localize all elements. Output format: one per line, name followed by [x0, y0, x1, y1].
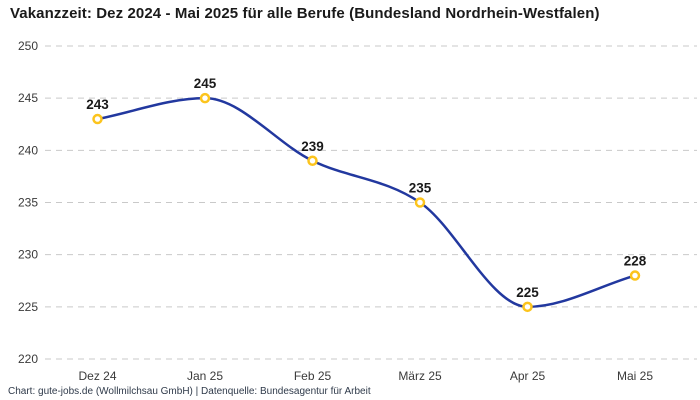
y-axis-tick-label: 240: [18, 143, 38, 157]
chart-source-credit: Chart: gute-jobs.de (Wollmilchsau GmbH) …: [8, 386, 371, 397]
series-line: [96, 96, 637, 309]
data-point-value-label: 245: [194, 76, 217, 91]
x-axis-tick-label: Jan 25: [187, 369, 223, 383]
data-point-value-label: 225: [516, 285, 539, 300]
y-axis-tick-label: 220: [18, 352, 38, 366]
data-point-marker[interactable]: [414, 197, 426, 208]
data-point-value-label: 235: [409, 181, 432, 196]
x-axis-tick-label: Mai 25: [617, 369, 653, 383]
data-point-marker[interactable]: [522, 301, 533, 313]
x-axis-tick-label: Apr 25: [510, 369, 546, 383]
data-point-marker[interactable]: [629, 270, 641, 281]
data-point-value-label: 228: [624, 254, 647, 269]
x-axis-tick-label: Dez 24: [78, 369, 116, 383]
data-point-value-label: 243: [86, 97, 109, 112]
data-point-value-label: 239: [301, 139, 324, 154]
data-point-marker[interactable]: [307, 155, 318, 167]
y-axis-tick-label: 230: [18, 248, 38, 262]
y-axis-tick-label: 250: [18, 39, 38, 53]
y-axis-tick-label: 235: [18, 196, 38, 210]
x-axis-tick-label: Feb 25: [294, 369, 332, 383]
x-axis-tick-label: März 25: [398, 369, 442, 383]
data-point-marker[interactable]: [92, 113, 103, 125]
data-point-marker[interactable]: [199, 92, 211, 104]
y-axis-tick-label: 245: [18, 91, 38, 105]
chart-title: Vakanzzeit: Dez 2024 - Mai 2025 für alle…: [10, 5, 600, 22]
y-axis-tick-label: 225: [18, 300, 38, 314]
